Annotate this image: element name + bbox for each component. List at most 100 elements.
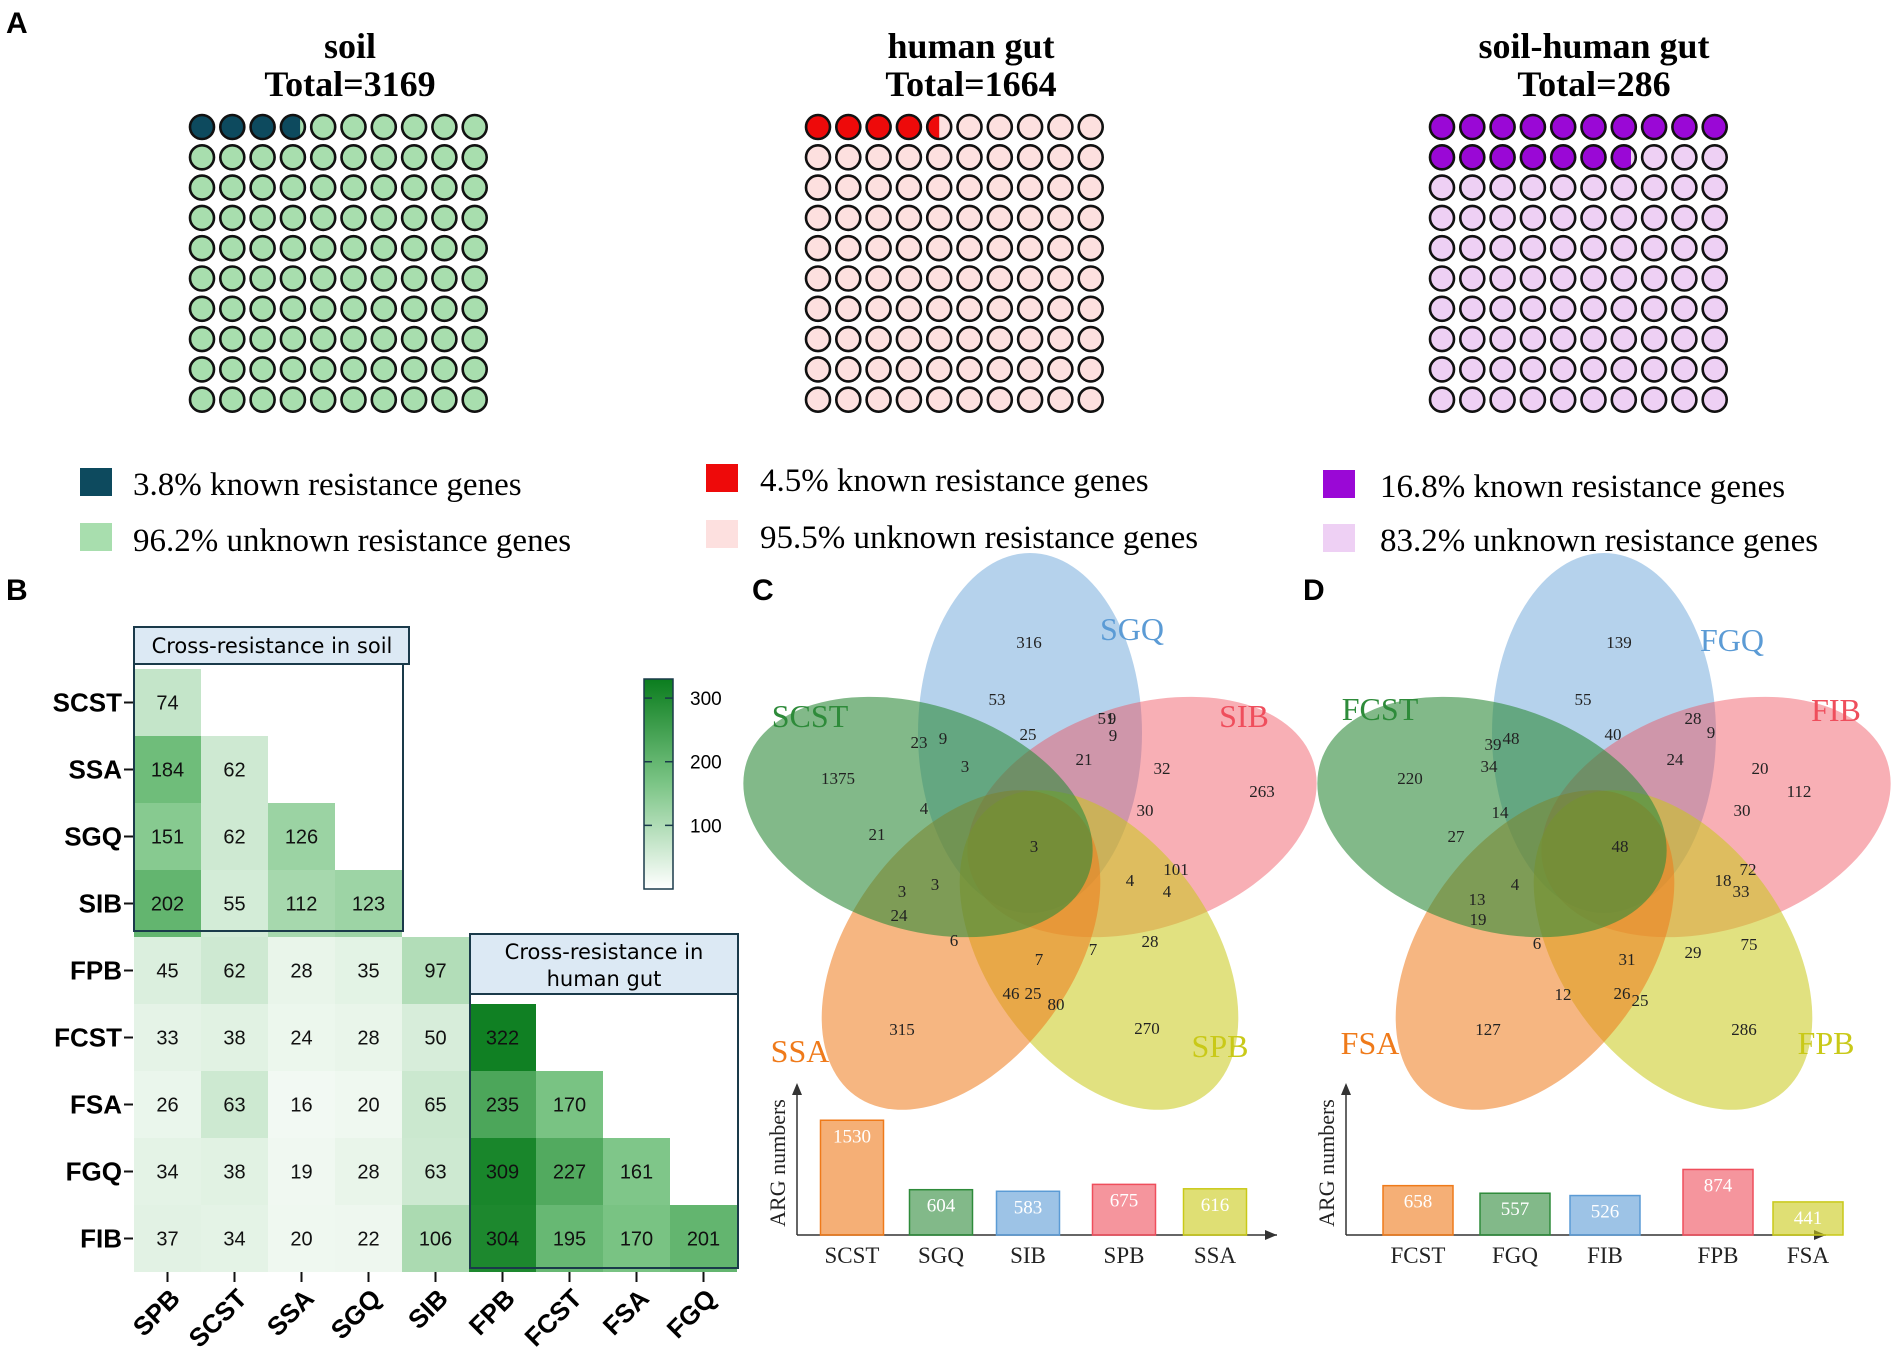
heatmap-col-label: FGQ [661, 1283, 722, 1344]
waffle-dot [370, 204, 398, 232]
waffle-dot [956, 174, 983, 201]
waffle-chart-human-gut: human gut Total=1664 4.5% known resistan… [706, 26, 1198, 556]
waffle-dot [188, 356, 216, 383]
venn-region-value: 270 [1134, 1019, 1160, 1038]
heatmap-cell: 227 [536, 1138, 603, 1205]
venn-set-label: FGQ [1700, 622, 1764, 658]
svg-text:304: 304 [486, 1229, 519, 1251]
waffle-dot [1428, 265, 1456, 292]
venn-region-value: 24 [891, 906, 909, 925]
waffle-dot [1047, 325, 1074, 353]
venn-region-value: 53 [989, 690, 1006, 709]
waffle-dot [925, 325, 953, 353]
heatmap-col-label: SSA [261, 1283, 320, 1342]
waffle-dot [865, 356, 892, 383]
heatmap-cell: 34 [201, 1205, 268, 1272]
waffle-dot [279, 265, 307, 292]
venn-region-value: 9 [1108, 709, 1117, 728]
waffle-dot [804, 234, 832, 262]
venn-region-value: 18 [1715, 871, 1732, 890]
waffle-dot [986, 113, 1014, 141]
heatmap-row-label: SSA [69, 755, 123, 785]
waffle-dot [1489, 325, 1516, 353]
venn-region-value: 20 [1752, 759, 1769, 778]
bar-category-label: SGQ [918, 1243, 964, 1268]
venn-region-value: 316 [1016, 633, 1042, 652]
venn-panel-c: 3162632703151375535199321014282425807466… [743, 553, 1317, 1268]
waffle-dot [925, 204, 953, 232]
heatmap-cell: 195 [536, 1205, 603, 1272]
legend-known: 16.8% known resistance genes [1380, 469, 1785, 505]
bar-category-label: FSA [1787, 1243, 1830, 1268]
waffle-dot [1640, 113, 1668, 141]
waffle-dot [219, 295, 246, 323]
waffle-dot [309, 174, 337, 201]
venn-region-value: 101 [1163, 860, 1189, 879]
waffle-dot [188, 386, 216, 414]
waffle-dot [956, 295, 983, 323]
waffle-dot [834, 144, 862, 171]
waffle-dot [309, 265, 337, 292]
gut-box-label-line2: human gut [547, 967, 662, 991]
waffle-dot [188, 174, 216, 201]
heatmap-cell: 50 [402, 1004, 469, 1071]
heatmap-cell: 20 [335, 1071, 402, 1138]
colorbar-tick-label: 100 [690, 816, 722, 837]
waffle-dot [804, 295, 832, 323]
waffle-dot [370, 174, 398, 201]
venn-region-value: 4 [1126, 871, 1135, 890]
heatmap-cell: 33 [134, 1004, 201, 1071]
svg-text:38: 38 [223, 1028, 245, 1050]
waffle-dot [895, 144, 923, 171]
waffle-dot [956, 356, 983, 383]
waffle-dot [1428, 325, 1456, 353]
waffle-dot [1671, 325, 1698, 353]
bar-value-label: 557 [1501, 1199, 1530, 1220]
heatmap-cell: 24 [268, 1004, 335, 1071]
svg-text:170: 170 [620, 1229, 653, 1251]
heatmap-cells: 74 184 62 151 62 126 202 55 112 123 45 62 28 35 97 33 38… [134, 669, 737, 1272]
waffle-dot [895, 386, 923, 414]
waffle-dot [219, 325, 246, 353]
waffle-dot [1428, 386, 1456, 414]
bar-y-arrow [792, 1083, 802, 1095]
waffle-dot [309, 113, 337, 141]
waffle-dot [279, 204, 307, 232]
venn-region-value: 263 [1249, 782, 1275, 801]
waffle-dot [340, 174, 367, 201]
venn-region-value: 139 [1606, 633, 1632, 652]
venn-region-value: 75 [1741, 935, 1758, 954]
heatmap-row-label: FPB [70, 956, 122, 986]
venn-region-value: 4 [920, 799, 929, 818]
waffle-dot [986, 144, 1014, 171]
waffle-dot [249, 234, 276, 262]
bar [1682, 1168, 1754, 1236]
venn-region-value: 3 [1030, 837, 1039, 856]
heatmap-cell: 38 [201, 1138, 268, 1205]
waffle-dot [834, 234, 862, 262]
waffle-dot [1580, 356, 1607, 383]
waffle-dot [219, 113, 246, 141]
waffle-total: Total=286 [1517, 64, 1670, 104]
waffle-dot [340, 265, 367, 292]
waffle-dot [340, 234, 367, 262]
heatmap-cell: 322 [469, 1004, 536, 1071]
venn-region-value: 31 [1619, 950, 1636, 969]
waffle-dot [370, 325, 398, 353]
waffle-dot [986, 386, 1014, 414]
waffle-dot [1580, 234, 1607, 262]
waffle-dot [1047, 295, 1074, 323]
venn-region-value: 7 [1035, 950, 1044, 969]
svg-text:33: 33 [156, 1028, 178, 1050]
waffle-dot [804, 356, 832, 383]
waffle-dot [1047, 113, 1074, 141]
waffle-dot [188, 204, 216, 232]
bar [1479, 1192, 1551, 1236]
waffle-dot [865, 144, 892, 171]
heatmap-row-label: FGQ [66, 1157, 122, 1187]
heatmap-cell: 74 [134, 669, 201, 736]
venn-region-value: 34 [1481, 757, 1499, 776]
venn-region-value: 23 [911, 733, 928, 752]
waffle-dot [279, 295, 307, 323]
